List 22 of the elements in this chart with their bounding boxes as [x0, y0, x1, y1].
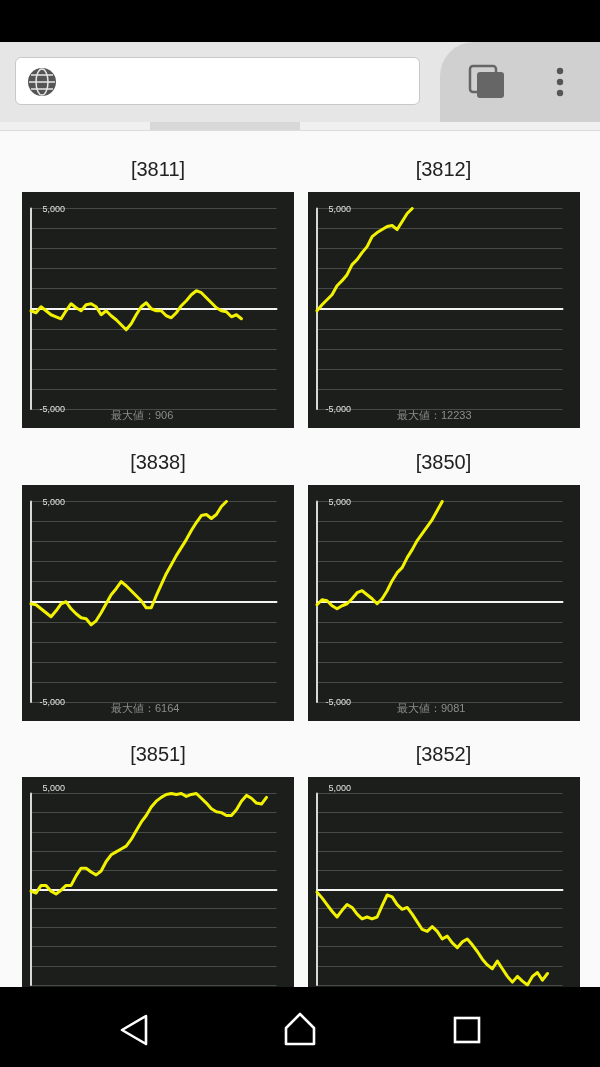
annotation: 最大値：906	[111, 408, 174, 421]
y-tick-label: 5,000	[327, 496, 351, 507]
y-tick-label: -5,000	[324, 697, 351, 707]
chart-title: [3851]	[129, 742, 187, 767]
y-tick-label: 5,000	[42, 496, 65, 507]
chart-title: [3812]	[414, 157, 473, 182]
y-tick-label: -5,000	[39, 697, 65, 707]
annotation: 最大値：9081	[396, 701, 465, 714]
chart-title: [3852]	[414, 742, 473, 767]
line-series	[29, 500, 228, 627]
y-tick-label: 5,000	[42, 203, 65, 214]
line-series	[315, 500, 444, 611]
annotation: 最大値：12233	[396, 408, 472, 421]
y-tick-label: 5,000	[327, 203, 351, 214]
annotation: 最大値：6164	[111, 701, 180, 714]
line-series	[29, 289, 243, 332]
chart-title: [3811]	[129, 157, 187, 182]
y-tick-label: -5,000	[39, 404, 65, 414]
chart-title: [3850]	[414, 450, 473, 475]
y-tick-label: -5,000	[324, 404, 351, 414]
chart-title: [3838]	[129, 450, 187, 475]
line-series	[315, 207, 414, 313]
